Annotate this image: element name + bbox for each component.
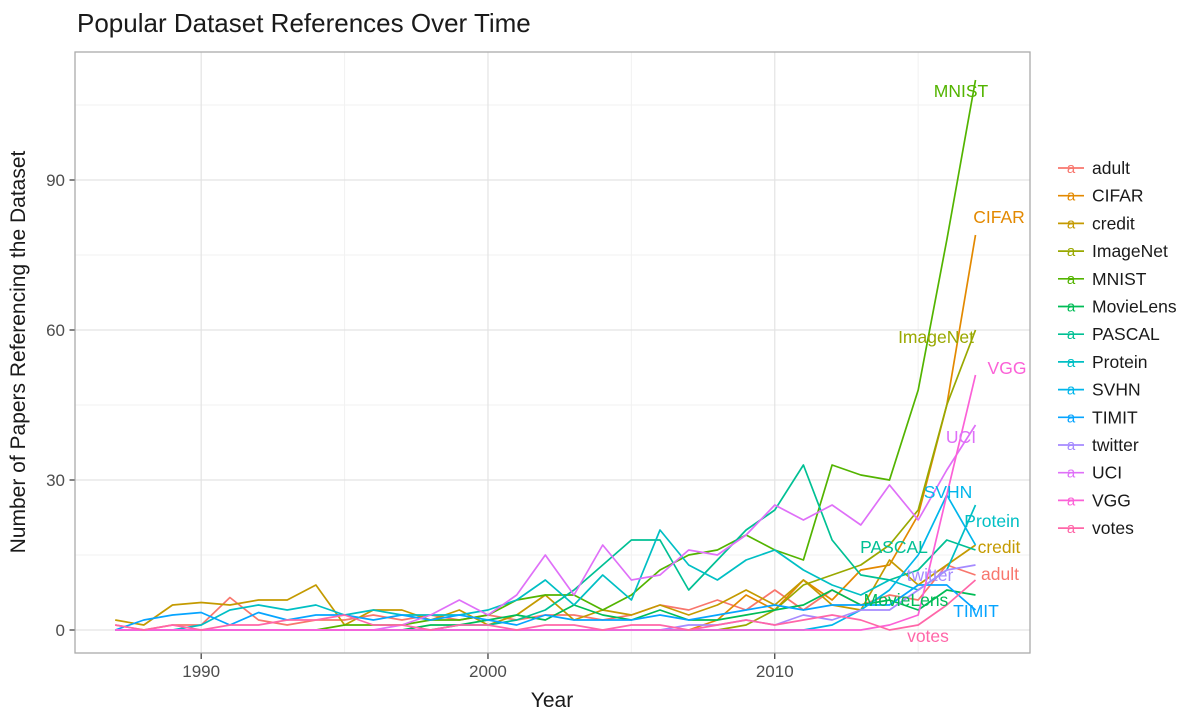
- y-axis-title: Number of Papers Referencing the Dataset: [7, 150, 30, 553]
- y-tick-label: 0: [56, 621, 65, 640]
- series-line-TIMIT: [114, 584, 977, 631]
- legend-label-SVHN: SVHN: [1092, 380, 1141, 400]
- legend-item-PASCAL: a PASCAL: [1058, 324, 1160, 344]
- legend-item-VGG: a VGG: [1058, 490, 1131, 510]
- series-label-SVHN: SVHN: [924, 482, 973, 502]
- legend-label-adult: adult: [1092, 158, 1130, 178]
- legend-label-ImageNet: ImageNet: [1092, 241, 1168, 261]
- legend-key-glyph-ImageNet: a: [1067, 243, 1076, 260]
- legend-label-twitter: twitter: [1092, 435, 1139, 455]
- x-tick-label: 2000: [469, 662, 507, 681]
- axis-tick-marks: [69, 179, 776, 659]
- series-annotation-labels: adult CIFAR credit ImageNet MNIST MovieLens PA…: [860, 81, 1026, 646]
- legend-label-Protein: Protein: [1092, 352, 1147, 372]
- series-label-twitter: twitter: [907, 565, 954, 585]
- legend-item-ImageNet: a ImageNet: [1058, 241, 1168, 261]
- series-label-PASCAL: PASCAL: [860, 537, 928, 557]
- series-line-MNIST: [115, 79, 977, 631]
- legend-item-SVHN: a SVHN: [1058, 380, 1141, 400]
- legend-key-glyph-twitter: a: [1067, 437, 1076, 454]
- series-label-MNIST: MNIST: [934, 81, 989, 101]
- series-lines: [114, 79, 977, 631]
- legend-key-glyph-adult: a: [1067, 160, 1076, 177]
- legend-item-adult: a adult: [1058, 158, 1130, 178]
- legend-key-glyph-Protein: a: [1067, 354, 1076, 371]
- series-label-Protein: Protein: [964, 511, 1019, 531]
- series-line-VGG: [115, 374, 977, 631]
- legend-key-glyph-VGG: a: [1067, 492, 1076, 509]
- series-label-UCI: UCI: [946, 427, 976, 447]
- legend-item-TIMIT: a TIMIT: [1058, 407, 1138, 427]
- legend-item-UCI: a UCI: [1058, 463, 1122, 483]
- legend-key-glyph-TIMIT: a: [1067, 409, 1076, 426]
- legend-item-Protein: a Protein: [1058, 352, 1147, 372]
- legend-item-votes: a votes: [1058, 518, 1134, 538]
- legend-item-CIFAR: a CIFAR: [1058, 186, 1144, 206]
- legend-label-CIFAR: CIFAR: [1092, 186, 1144, 206]
- x-tick-label: 1990: [182, 662, 220, 681]
- y-tick-label: 90: [46, 171, 65, 190]
- legend-label-VGG: VGG: [1092, 490, 1131, 510]
- series-label-TIMIT: TIMIT: [953, 601, 999, 621]
- legend-label-credit: credit: [1092, 213, 1135, 233]
- series-label-VGG: VGG: [988, 358, 1027, 378]
- legend-label-votes: votes: [1092, 518, 1134, 538]
- legend-label-MovieLens: MovieLens: [1092, 297, 1177, 317]
- legend-key-glyph-MovieLens: a: [1067, 299, 1076, 316]
- legend-key-glyph-CIFAR: a: [1067, 188, 1076, 205]
- x-axis-title: Year: [531, 689, 573, 712]
- legend-item-credit: a credit: [1058, 213, 1135, 233]
- series-label-votes: votes: [907, 626, 949, 646]
- series-label-CIFAR: CIFAR: [973, 207, 1025, 227]
- legend-item-twitter: a twitter: [1058, 435, 1139, 455]
- series-line-Protein: [115, 504, 977, 631]
- x-tick-label: 2010: [756, 662, 794, 681]
- gridlines-major: [75, 52, 1030, 653]
- legend-label-MNIST: MNIST: [1092, 269, 1147, 289]
- gridlines-minor: [75, 52, 1030, 653]
- chart-title: Popular Dataset References Over Time: [77, 8, 531, 38]
- legend-key-glyph-UCI: a: [1067, 465, 1076, 482]
- legend-key-glyph-PASCAL: a: [1067, 326, 1076, 343]
- series-line-UCI: [115, 424, 977, 631]
- legend-key-glyph-credit: a: [1067, 215, 1076, 232]
- legend-key-glyph-MNIST: a: [1067, 271, 1076, 288]
- legend-label-PASCAL: PASCAL: [1092, 324, 1160, 344]
- legend-label-TIMIT: TIMIT: [1092, 407, 1138, 427]
- legend-item-MovieLens: a MovieLens: [1058, 297, 1177, 317]
- legend-item-MNIST: a MNIST: [1058, 269, 1147, 289]
- axis-tick-labels: 1990 2000 2010 0 30 60 90: [46, 171, 794, 681]
- legend-label-UCI: UCI: [1092, 463, 1122, 483]
- series-label-ImageNet: ImageNet: [898, 327, 974, 347]
- series-line-votes: [115, 579, 977, 631]
- series-label-credit: credit: [978, 537, 1021, 557]
- series-label-MovieLens: MovieLens: [864, 590, 949, 610]
- plot-panel-border: [74, 51, 1031, 654]
- legend-key-glyph-votes: a: [1067, 520, 1076, 537]
- legend-key-glyph-SVHN: a: [1067, 382, 1076, 399]
- series-label-adult: adult: [981, 564, 1019, 584]
- y-tick-label: 30: [46, 471, 65, 490]
- y-tick-label: 60: [46, 321, 65, 340]
